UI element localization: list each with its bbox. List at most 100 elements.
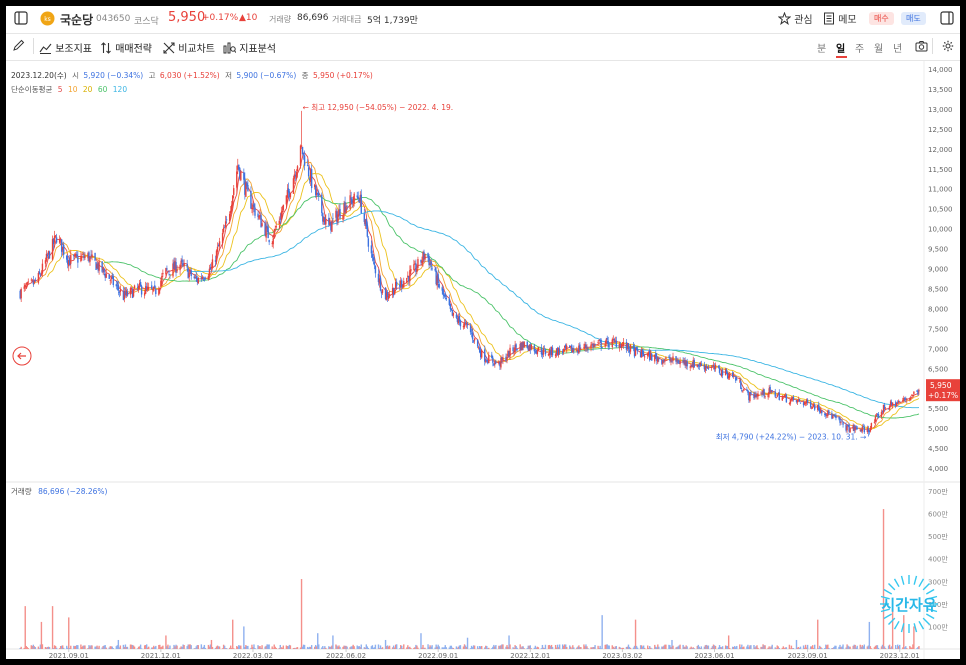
volume-bar: [108, 647, 110, 649]
candle-body: [434, 268, 436, 271]
watermark-ray: [922, 617, 931, 626]
period-tab-minute[interactable]: 분: [817, 44, 827, 55]
volume-bar: [833, 646, 835, 649]
candle-body: [543, 348, 546, 350]
indicators-button[interactable]: 보조지표: [39, 40, 92, 55]
candle-body: [551, 347, 554, 356]
candle-body: [306, 165, 309, 167]
candle-body: [236, 171, 238, 188]
volume-bar: [620, 648, 623, 649]
volume-bar: [335, 644, 337, 649]
candle-body: [137, 285, 140, 290]
candle-body: [619, 345, 622, 348]
volume-bar: [116, 645, 119, 649]
candle-body: [174, 260, 176, 271]
volume-bar: [839, 644, 841, 649]
candle-body: [777, 393, 779, 394]
candle-body: [203, 278, 206, 280]
candle-body: [639, 351, 642, 358]
candle-body: [87, 253, 89, 259]
candle-body: [472, 340, 475, 342]
watch-button[interactable]: 관심: [777, 11, 813, 26]
period-tab-month[interactable]: 월: [874, 44, 884, 55]
volume-tick-label: 300만: [928, 577, 948, 586]
volume-bar: [725, 645, 728, 649]
strategy-button[interactable]: 매매전략: [100, 40, 152, 55]
volume-bar: [260, 647, 262, 649]
volume-bar: [221, 648, 224, 649]
volume-bar: [267, 644, 269, 649]
volume-bar: [523, 648, 525, 649]
candle-body: [838, 417, 840, 419]
volume-bar: [682, 644, 684, 649]
candle-body: [733, 375, 735, 377]
volume-bar: [179, 647, 181, 649]
arrow-left-icon: [17, 352, 26, 360]
period-tab-week[interactable]: 주: [855, 44, 865, 55]
volume-bar: [463, 644, 466, 649]
camera-icon[interactable]: [915, 40, 928, 55]
candle-body: [456, 318, 459, 323]
panel-toggle-icon[interactable]: [940, 11, 954, 28]
volume-bar: [117, 639, 120, 649]
memo-button[interactable]: 메모: [823, 11, 857, 26]
volume-bar: [651, 648, 653, 649]
sell-button[interactable]: 매도: [901, 12, 926, 25]
candle-body: [407, 275, 409, 278]
compare-button[interactable]: 비교차트: [163, 40, 215, 55]
volume-bar: [890, 646, 893, 649]
candle-body: [877, 413, 880, 419]
price-tick-label: 12,000: [928, 146, 953, 154]
period-tab-active-underline: [836, 56, 847, 58]
volume-bar: [158, 644, 160, 649]
current-price-tag-price: 5,950: [930, 381, 952, 390]
settings-gear-icon[interactable]: [942, 40, 954, 55]
volume-bar: [601, 615, 603, 649]
buy-button[interactable]: 매수: [869, 12, 894, 25]
candle-body: [350, 197, 352, 200]
draw-pencil-icon[interactable]: [12, 39, 25, 55]
period-tab-year[interactable]: 년: [893, 44, 903, 55]
candle-body: [607, 340, 609, 348]
volume-bar: [875, 645, 878, 649]
candle-body: [662, 360, 664, 364]
stock-name: 국순당: [60, 13, 94, 27]
volume-bar: [782, 646, 785, 649]
sidebar-toggle-icon[interactable]: [14, 11, 28, 28]
candle-body: [363, 213, 365, 222]
candle-body: [763, 389, 765, 397]
volume-bar: [795, 639, 798, 649]
price-chart[interactable]: 2023.12.20(수) 시 5,920 (−0.34%) 고 6,030 (…: [6, 61, 960, 659]
period-tab-day[interactable]: 일: [836, 44, 846, 55]
candle-body: [403, 280, 405, 288]
watermark-ray: [883, 613, 893, 620]
volume-bar: [769, 647, 771, 649]
analysis-button[interactable]: 지표분석: [223, 40, 276, 55]
volume-bar: [478, 646, 481, 649]
candle-body: [870, 423, 873, 429]
candle-body: [349, 195, 351, 209]
volume-bar: [133, 646, 136, 649]
price-tick-label: 8,000: [928, 305, 948, 313]
volume-bar: [664, 644, 666, 649]
candle-body: [95, 262, 97, 270]
candle-body: [254, 207, 256, 216]
candle-body: [507, 350, 509, 357]
candle-body: [83, 255, 85, 259]
candle-body: [580, 349, 582, 350]
volume-bar: [228, 647, 231, 649]
candle-body: [84, 256, 86, 259]
candle-body: [52, 238, 55, 245]
volume-bar: [677, 646, 679, 649]
volume-bar: [252, 647, 254, 649]
volume-info: 거래량 86,696 (−28.26%): [11, 487, 108, 496]
info-close-label: 종: [302, 71, 309, 80]
watermark-ray: [880, 595, 890, 600]
volume-bar: [420, 633, 422, 649]
volume-bar: [356, 645, 358, 649]
scroll-left-button[interactable]: [12, 346, 32, 366]
candle-body: [69, 259, 71, 266]
volume-bar: [626, 646, 629, 649]
candle-body: [466, 323, 469, 326]
candle-body: [527, 347, 529, 351]
